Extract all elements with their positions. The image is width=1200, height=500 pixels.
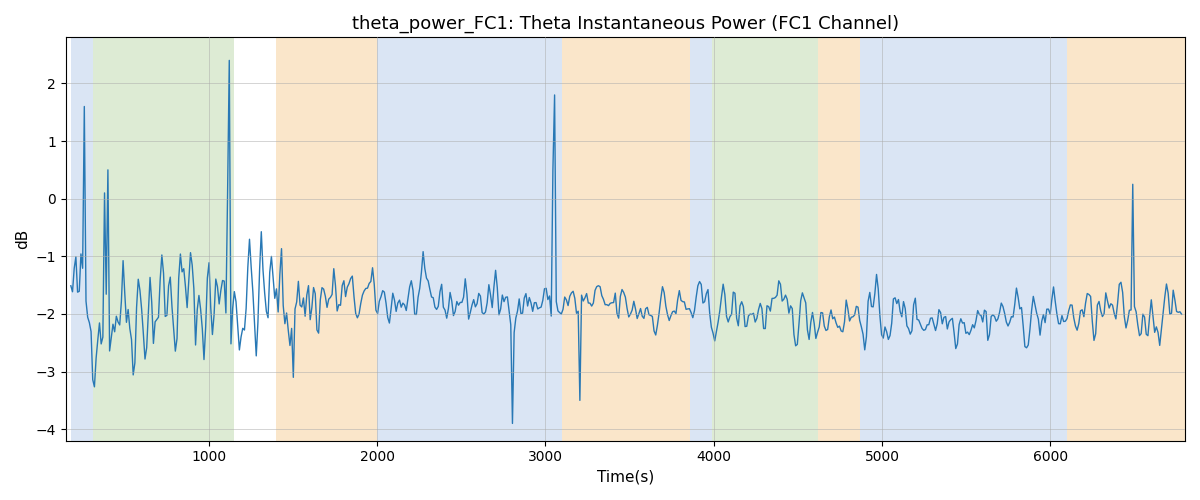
X-axis label: Time(s): Time(s) bbox=[596, 470, 654, 485]
Bar bbox=[1067, 38, 1186, 440]
Bar bbox=[712, 38, 818, 440]
Bar bbox=[276, 38, 377, 440]
Bar bbox=[860, 38, 1067, 440]
Bar bbox=[818, 38, 860, 440]
Y-axis label: dB: dB bbox=[16, 229, 30, 249]
Bar bbox=[377, 38, 563, 440]
Bar bbox=[92, 38, 234, 440]
Bar bbox=[563, 38, 690, 440]
Bar bbox=[690, 38, 712, 440]
Title: theta_power_FC1: Theta Instantaneous Power (FC1 Channel): theta_power_FC1: Theta Instantaneous Pow… bbox=[352, 15, 899, 34]
Bar bbox=[71, 38, 92, 440]
